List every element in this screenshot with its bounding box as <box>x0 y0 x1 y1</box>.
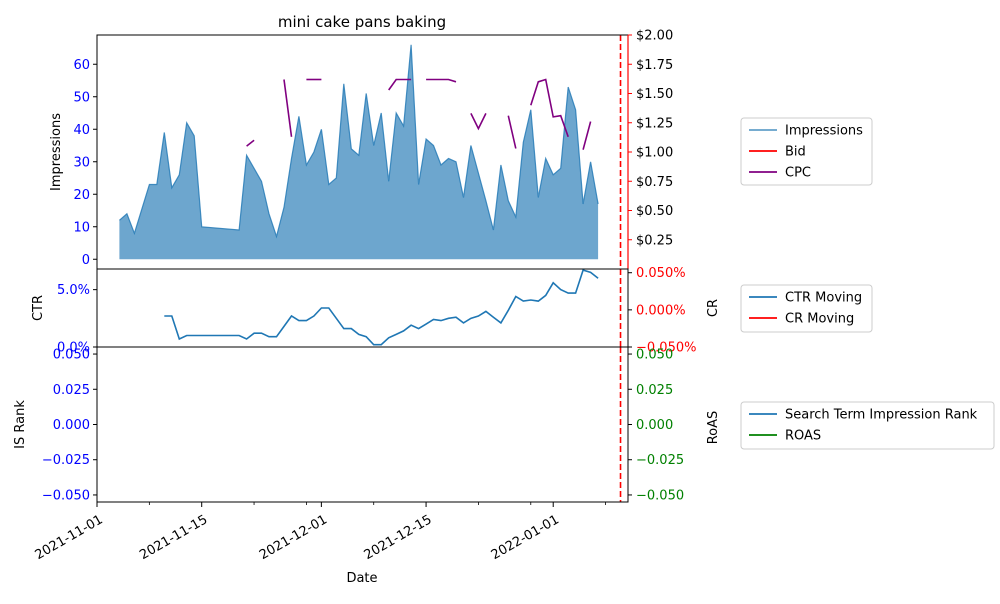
right-tick-label: $1.75 <box>636 58 673 73</box>
left-tick-label: 30 <box>73 155 90 170</box>
left-tick-label: 60 <box>73 58 90 73</box>
cpc-segment-6 <box>507 115 517 149</box>
legend-box-impressions <box>740 117 873 186</box>
right-tick-label: −0.050% <box>636 341 696 356</box>
cpc-segment-5 <box>470 113 487 131</box>
left-tick-label: 0.050 <box>53 348 90 363</box>
right-tick-label: $2.00 <box>636 29 673 44</box>
right-tick-label: $0.25 <box>636 233 673 248</box>
left-tick-label: 20 <box>73 188 90 203</box>
right-tick-label: $0.50 <box>636 204 673 219</box>
x-tick-label: 2021-12-01 <box>257 512 330 563</box>
cpc-segment-8 <box>582 121 592 150</box>
impressions-line <box>119 44 599 239</box>
right-tick-label: −0.025 <box>636 453 684 468</box>
x-tick-label: 2022-01-01 <box>489 512 562 563</box>
legend-box-rank-roas <box>740 401 995 450</box>
right-tick-label: $0.75 <box>636 175 673 190</box>
cpc-segment-0 <box>246 139 255 147</box>
left-tick-label: −0.025 <box>42 453 90 468</box>
right-tick-label: 0.050 <box>636 348 673 363</box>
chart-title: mini cake pans baking <box>278 13 446 31</box>
legend-label: Bid <box>785 145 806 160</box>
right-tick-label: $1.00 <box>636 146 673 161</box>
legend-label: CPC <box>785 166 811 181</box>
x-tick-label: 2021-11-01 <box>33 512 106 563</box>
legend-label: CR Moving <box>785 312 854 327</box>
panel-frame-rank-roas <box>96 346 629 503</box>
legend-label: ROAS <box>785 429 821 444</box>
y-axis-label-rank-roas: IS Rank <box>13 400 28 449</box>
cpc-segment-1 <box>283 79 293 137</box>
right-tick-label: 0.000 <box>636 418 673 433</box>
y2-axis-label-ctr-cr: CR <box>706 299 721 317</box>
cpc-segment-3 <box>388 78 412 91</box>
y-axis-label-impressions: Impressions <box>49 113 64 191</box>
x-axis-label: Date <box>346 571 377 586</box>
ctr-moving-line <box>164 269 599 346</box>
right-tick-label: 0.000% <box>636 303 686 318</box>
cpc-segment-7 <box>530 78 569 138</box>
left-tick-label: −0.050 <box>42 488 90 503</box>
x-tick-label: 2021-11-15 <box>137 512 210 563</box>
right-tick-label: 0.025 <box>636 383 673 398</box>
legend-label: Impressions <box>785 124 863 139</box>
left-tick-label: 0 <box>82 253 90 268</box>
left-tick-label: 5.0% <box>57 283 90 298</box>
right-tick-label: −0.050 <box>636 488 684 503</box>
right-tick-label: $1.25 <box>636 116 673 131</box>
x-tick-label: 2021-12-15 <box>362 512 435 563</box>
left-tick-label: 0.000 <box>53 418 90 433</box>
left-tick-label: 0.025 <box>53 383 90 398</box>
left-tick-label: 10 <box>73 220 90 235</box>
impressions-area <box>119 44 599 260</box>
left-tick-label: 40 <box>73 123 90 138</box>
y2-axis-label-rank-roas: RoAS <box>706 411 721 445</box>
right-tick-label: $1.50 <box>636 87 673 102</box>
right-tick-label: 0.050% <box>636 266 686 281</box>
legend-label: Search Term Impression Rank <box>785 408 978 423</box>
left-tick-label: 0.0% <box>57 341 90 356</box>
left-tick-label: 50 <box>73 90 90 105</box>
legend-label: CTR Moving <box>785 291 862 306</box>
y-axis-label-ctr-cr: CTR <box>31 295 46 321</box>
cpc-segment-4 <box>426 78 457 83</box>
